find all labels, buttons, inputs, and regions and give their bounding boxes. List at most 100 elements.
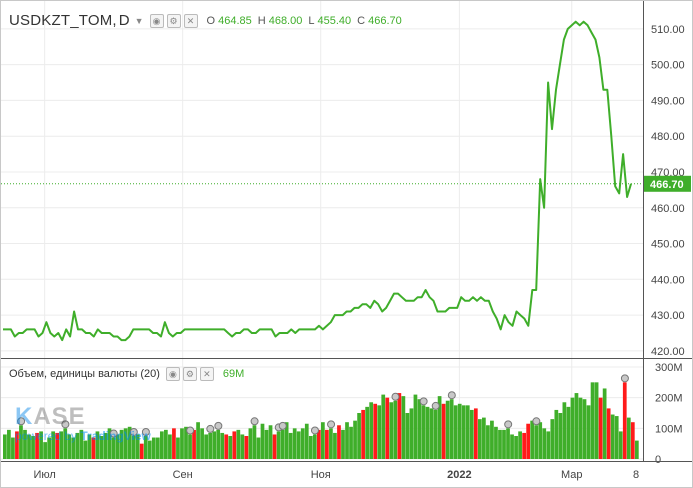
volume-bar: [522, 432, 526, 459]
volume-bar: [155, 437, 160, 459]
powered-by-text[interactable]: powered by TradingView: [15, 429, 151, 443]
volume-bar: [3, 434, 7, 459]
volume-bar: [71, 437, 76, 459]
event-marker[interactable]: [310, 426, 319, 435]
volume-bar: [401, 396, 406, 459]
event-marker[interactable]: [431, 401, 440, 410]
volume-bar: [405, 413, 410, 459]
volume-bar: [272, 434, 277, 459]
volume-bar: [75, 432, 80, 459]
volume-bar: [534, 425, 539, 459]
volume-bar: [212, 431, 217, 459]
event-marker[interactable]: [214, 421, 223, 430]
volume-bar: [268, 425, 273, 459]
event-marker[interactable]: [532, 417, 541, 426]
volume-bar: [594, 382, 599, 459]
volume-bar: [252, 425, 257, 459]
volume-bar: [530, 420, 535, 459]
volume-bar: [606, 408, 611, 459]
event-marker[interactable]: [327, 420, 336, 429]
eye-icon[interactable]: ◉: [149, 13, 164, 28]
event-marker[interactable]: [186, 426, 195, 435]
volume-bar: [200, 428, 204, 459]
volume-bar: [506, 428, 510, 459]
event-marker[interactable]: [109, 429, 118, 438]
close-icon[interactable]: ✕: [183, 13, 198, 28]
volume-bar: [107, 428, 112, 459]
event-marker[interactable]: [61, 420, 70, 429]
volume-bar: [321, 422, 325, 459]
event-marker[interactable]: [620, 374, 629, 383]
volume-bar: [127, 426, 132, 459]
volume-bar: [566, 406, 571, 459]
event-marker[interactable]: [17, 417, 26, 426]
time-tick-label: Ноя: [311, 469, 331, 481]
volume-bar: [337, 425, 341, 459]
volume-bar: [232, 431, 237, 459]
volume-bar: [477, 419, 482, 459]
volume-bar: [369, 402, 374, 459]
symbol-name[interactable]: USDKZT_TOM,: [9, 12, 117, 29]
event-marker[interactable]: [129, 428, 138, 436]
event-marker[interactable]: [250, 417, 259, 426]
volume-bar: [111, 437, 116, 459]
volume-bar: [357, 413, 361, 459]
volume-bar: [554, 409, 559, 459]
volume-bar: [586, 405, 591, 459]
volume-bar: [280, 429, 285, 459]
volume-bar: [453, 405, 458, 459]
volume-bar: [397, 393, 402, 459]
volume-bar: [316, 429, 321, 459]
volume-bar: [590, 382, 595, 459]
volume-title[interactable]: Объем, единицы валюты (20): [9, 368, 160, 380]
volume-bar: [385, 397, 390, 459]
volume-bar: [244, 436, 249, 459]
gear-icon[interactable]: ⚙: [166, 13, 181, 28]
volume-bar: [147, 440, 152, 459]
volume-bar: [87, 434, 92, 459]
time-tick-label: Сен: [173, 469, 193, 481]
event-marker[interactable]: [419, 397, 428, 406]
event-marker[interactable]: [504, 420, 513, 429]
low-value: 455.40: [317, 14, 352, 27]
volume-legend: Объем, единицы валюты (20) ◉ ⚙ ✕ 69M: [9, 367, 244, 381]
volume-tick-label: 0: [655, 454, 661, 466]
volume-bar: [634, 440, 639, 459]
volume-bar: [312, 434, 317, 459]
event-marker[interactable]: [206, 424, 215, 433]
volume-bar: [550, 419, 555, 459]
volume-bar: [413, 394, 418, 459]
high-value: 468.00: [268, 14, 303, 27]
event-marker[interactable]: [141, 428, 150, 436]
volume-bar: [131, 436, 136, 459]
event-marker[interactable]: [391, 392, 400, 401]
close-icon[interactable]: ✕: [199, 367, 214, 381]
low-label: L: [308, 14, 315, 27]
eye-icon[interactable]: ◉: [165, 367, 180, 381]
volume-bar: [602, 388, 607, 459]
volume-bar: [19, 425, 23, 459]
volume-bar: [15, 431, 19, 459]
volume-bar: [296, 431, 301, 459]
last-price-label: 466.70: [650, 179, 684, 191]
volume-tick-label: 200M: [655, 393, 683, 405]
volume-bar: [300, 428, 305, 459]
gear-icon[interactable]: ⚙: [182, 367, 197, 381]
volume-bar: [325, 429, 329, 459]
volume-tick-label: 300M: [655, 362, 683, 374]
event-marker[interactable]: [447, 391, 456, 400]
time-tick-label: Мар: [561, 469, 583, 481]
event-marker[interactable]: [278, 421, 287, 430]
volume-bar: [457, 403, 462, 459]
volume-bar: [429, 408, 434, 459]
time-tick-label: 8: [633, 469, 639, 481]
volume-bar: [341, 429, 345, 459]
volume-bar: [445, 400, 450, 459]
volume-bar: [353, 420, 357, 459]
volume-bar: [510, 434, 514, 459]
volume-bar: [538, 422, 543, 459]
timeframe-label[interactable]: D: [118, 12, 130, 29]
volume-bar: [188, 434, 192, 459]
chevron-down-icon[interactable]: ▼: [134, 15, 144, 26]
